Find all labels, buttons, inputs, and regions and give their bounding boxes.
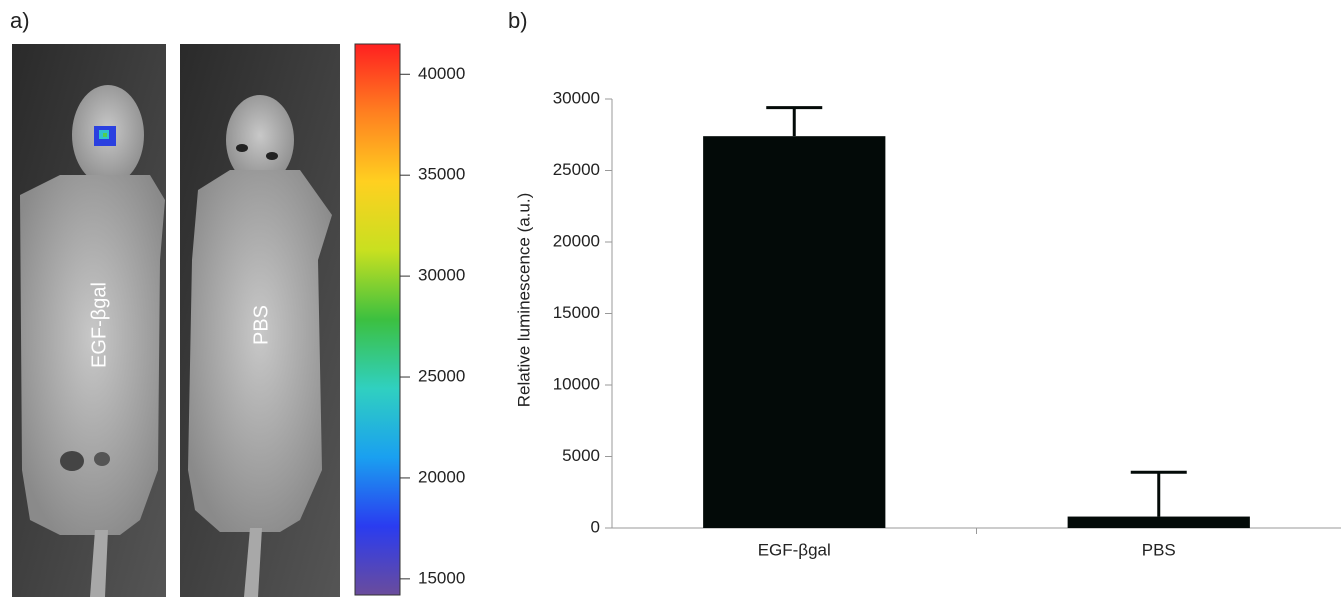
- error-bar: [1130, 470, 1187, 517]
- colorbar-tick-label: 35000: [418, 165, 465, 184]
- mouse-photo: [180, 44, 340, 597]
- mouse-photo: [12, 44, 166, 597]
- colorbar-tick-label: 40000: [418, 64, 465, 83]
- x-tick-label: PBS: [1142, 540, 1176, 559]
- x-tick-label: EGF-βgal: [758, 540, 831, 559]
- y-tick-label: 30000: [553, 88, 600, 107]
- y-tick-label: 20000: [553, 231, 600, 250]
- bar: [1067, 516, 1250, 528]
- y-tick-label: 25000: [553, 160, 600, 179]
- error-bar: [766, 106, 823, 137]
- image-label: EGF-βgal: [88, 282, 110, 368]
- y-tick-label: 5000: [562, 446, 600, 465]
- y-axis-label: Relative luminescence (a.u.): [514, 193, 533, 407]
- panel-label: a): [10, 8, 30, 33]
- colorbar-tick-label: 15000: [418, 568, 465, 587]
- y-tick-label: 10000: [553, 374, 600, 393]
- y-tick-label: 15000: [553, 303, 600, 322]
- colorbar-tick-label: 25000: [418, 367, 465, 386]
- bar: [703, 136, 886, 528]
- colorbar-tick-label: 20000: [418, 467, 465, 486]
- panel-label: b): [508, 8, 528, 33]
- colorbar-tick-label: 30000: [418, 266, 465, 285]
- image-label: PBS: [250, 305, 272, 345]
- colorbar: [354, 43, 401, 596]
- y-tick-label: 0: [591, 517, 600, 536]
